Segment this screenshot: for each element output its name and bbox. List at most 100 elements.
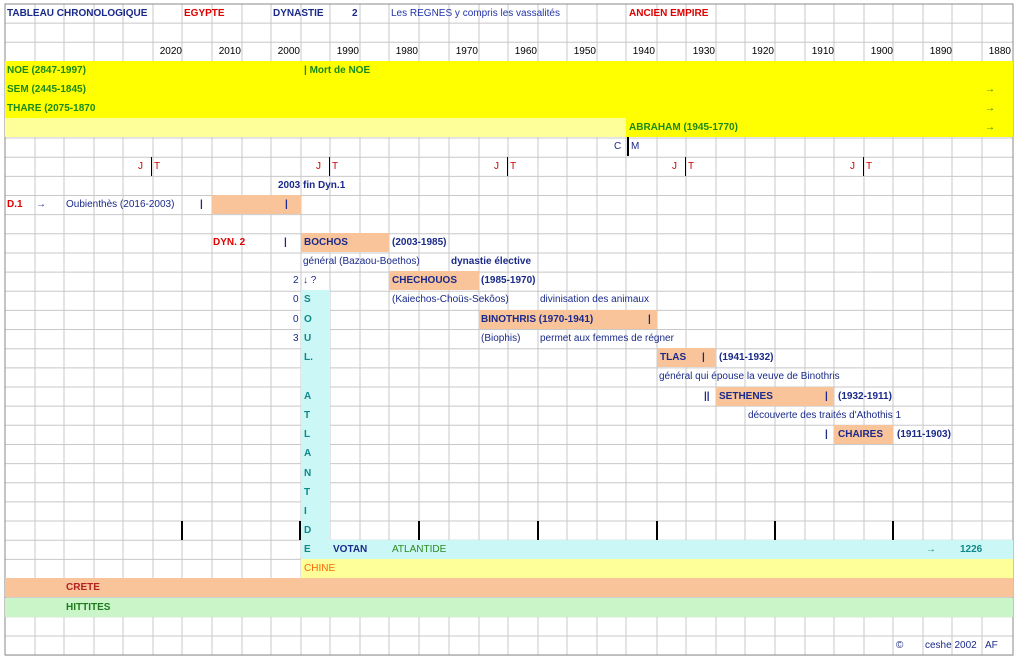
sem-band — [5, 80, 1013, 99]
atlantide-letter: I — [304, 505, 307, 517]
animals-note: divinisation des animaux — [540, 294, 649, 305]
soul-letter-o: O — [304, 314, 312, 325]
year-label: 2010 — [218, 46, 241, 57]
dyn2-label: DYN. 2 — [213, 237, 246, 248]
year-label: 1940 — [632, 46, 655, 57]
era-tick — [892, 521, 894, 540]
year-label: 1890 — [929, 46, 952, 57]
chaires-label: CHAIRES — [838, 429, 884, 440]
oubienthes-label: Oubienthès (2016-2003) — [66, 199, 175, 210]
soul-arrow: ↓ ? — [303, 275, 317, 286]
marker-m: M — [627, 137, 639, 156]
atlantide-letter: A — [304, 448, 312, 460]
votan-label: VOTAN — [333, 544, 368, 555]
chechouos-band — [389, 271, 479, 290]
year-label: 2020 — [159, 46, 182, 57]
soul-letter-s: S — [304, 294, 311, 305]
chechouos-note: (Kaiechos-Choüs-Sekôos) — [392, 294, 509, 305]
chaires-bar: | — [825, 429, 828, 440]
era-tick — [181, 521, 183, 540]
soul-letter-u: U — [304, 333, 312, 344]
marker-j: J — [494, 161, 499, 172]
marker-t: T — [507, 157, 516, 176]
era-tick — [418, 521, 420, 540]
thare-label: THARE (2075-1870 — [7, 103, 96, 114]
bochos-note: général (Bazaou-Boethos) — [303, 256, 420, 267]
marker-t: T — [151, 157, 160, 176]
atlantide-letter: T — [304, 410, 311, 422]
chine-label: CHINE — [304, 563, 336, 574]
atlantide-letter: L — [304, 429, 311, 441]
year-label: 1930 — [692, 46, 715, 57]
bochos-dates: (2003-1985) — [392, 237, 447, 248]
bochos-band — [301, 233, 389, 252]
hittites-label: HITTITES — [66, 602, 111, 613]
header-regnes: Les REGNES y compris les vassalités — [391, 8, 560, 19]
binothris-label: BINOTHRIS (1970-1941) — [481, 314, 594, 325]
year-label: 1880 — [988, 46, 1011, 57]
dynastie-elective-note: dynastie élective — [451, 256, 532, 267]
crete-label: CRETE — [66, 582, 100, 593]
soul-atlantide-column — [301, 290, 330, 540]
marker-j: J — [316, 161, 321, 172]
thare-pale-band — [5, 118, 626, 137]
marker-j: J — [850, 161, 855, 172]
thare-band — [5, 99, 1013, 118]
year-label: 1920 — [751, 46, 774, 57]
era-tick — [774, 521, 776, 540]
tlas-dates: (1941-1932) — [719, 352, 774, 363]
binothris-bar: | — [648, 314, 651, 325]
sethenes-note: découverte des traités d'Athothis 1 — [748, 410, 902, 421]
marker-t: T — [685, 157, 694, 176]
atlantide-year: 1226 — [960, 544, 983, 555]
oubienthes-band — [212, 195, 301, 214]
year-label: 1960 — [514, 46, 537, 57]
tlas-band — [657, 348, 716, 367]
abraham-label: ABRAHAM (1945-1770) — [629, 122, 738, 133]
noe-band — [5, 61, 1013, 80]
soul-letter-l: L. — [304, 352, 313, 363]
atlantide-arrow: → — [926, 544, 936, 555]
atlantide-letter: E — [304, 544, 311, 556]
soul-2: 2 — [293, 275, 299, 286]
crete-band — [5, 578, 1013, 597]
year-label: 1950 — [573, 46, 596, 57]
sethenes-bar: | — [825, 391, 828, 402]
year-label: 1900 — [870, 46, 893, 57]
copyright-icon: © — [896, 640, 904, 651]
era-tick — [537, 521, 539, 540]
chechouos-dates: (1985-1970) — [481, 275, 536, 286]
binothris-band — [479, 310, 657, 329]
sem-label: SEM (2445-1845) — [7, 84, 86, 95]
tlas-note: général qui épouse la veuve de Binothris — [659, 371, 840, 382]
header-egypte: EGYPTE — [184, 8, 225, 19]
dyn1-label: D.1 — [7, 199, 23, 210]
header-ancien-empire: ANCIEN EMPIRE — [629, 8, 709, 19]
noe-label: NOE (2847-1997) — [7, 65, 86, 76]
marker-t: T — [863, 157, 872, 176]
era-tick — [656, 521, 658, 540]
hittites-band — [5, 598, 1013, 617]
atlantide-label: ATLANTIDE — [392, 544, 447, 555]
marker-t: T — [329, 157, 338, 176]
dyn1-arrow: → — [36, 199, 46, 210]
year-label: 1990 — [336, 46, 359, 57]
sethenes-label: SETHENES — [719, 391, 773, 402]
dyn1-end-label: 2003 fin Dyn.1 — [278, 180, 346, 191]
tlas-label: TLAS — [660, 352, 687, 363]
women-note: permet aux femmes de régner — [540, 333, 674, 344]
tlas-bar: | — [702, 352, 705, 363]
dyn2-bar: | — [284, 237, 287, 248]
year-label: 1910 — [811, 46, 834, 57]
sethenes-band — [716, 387, 834, 406]
atlantide-letter: N — [304, 467, 312, 479]
atlantide-letter: T — [304, 486, 311, 498]
abraham-arrow: → — [985, 122, 995, 133]
sethenes-dates: (1932-1911) — [838, 391, 892, 402]
year-label: 2000 — [277, 46, 300, 57]
soul-3: 3 — [293, 333, 299, 344]
bochos-label: BOCHOS — [304, 237, 348, 248]
dyn1-bar-right: | — [285, 199, 288, 210]
atlantide-letter: A — [304, 391, 312, 402]
